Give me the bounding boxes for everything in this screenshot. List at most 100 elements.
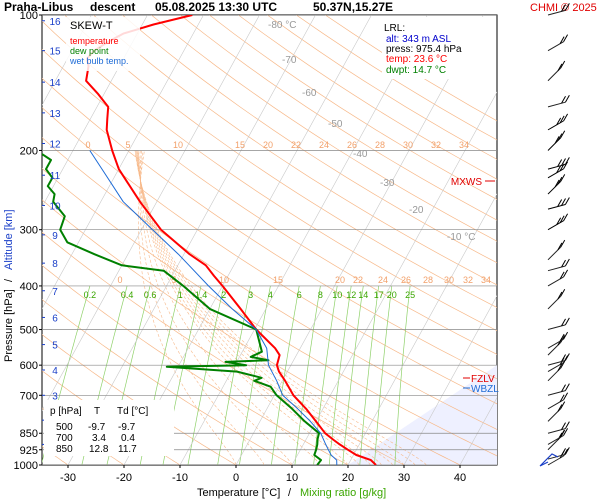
wind-barb	[547, 383, 570, 396]
wind-barb	[547, 288, 566, 310]
y-tick-label: 925	[20, 445, 38, 457]
mixing-ratio-label: 1.4	[195, 290, 208, 300]
wind-barb	[547, 60, 566, 82]
mixing-ratio-label: 6	[297, 290, 302, 300]
mixing-ratio-label: 0.2	[84, 290, 97, 300]
dry-adiabat	[151, 15, 497, 242]
wind-barb	[547, 34, 569, 52]
y-tick-label: 700	[20, 390, 38, 402]
moist-adiabat	[134, 150, 427, 465]
x-axis-label-mixing: Mixing ratio [g/kg]	[300, 487, 386, 499]
isotherm	[291, 91, 497, 465]
dry-adiabat	[42, 137, 497, 430]
y-tick-label: 400	[20, 281, 38, 293]
summary-table: p [hPa] T Td [°C] 500 -9.7 -9.7 700 3.4 …	[44, 400, 174, 456]
fzlv-marker: FZLV	[471, 374, 495, 385]
lrl-box: LRL: alt: 343 m ASL press: 975.4 hPa tem…	[382, 17, 490, 79]
isotherm	[67, 15, 316, 465]
mixing-ratio-label: 20	[387, 290, 397, 300]
moist-label-top: 0	[85, 140, 90, 150]
dry-adiabat	[93, 15, 497, 286]
isotherm	[42, 15, 148, 208]
y-axis-label-altitude: Altitude [km]	[3, 209, 15, 270]
dry-adiabat	[180, 15, 497, 221]
dry-adiabat	[122, 15, 497, 264]
mixing-ratio-label: 12	[346, 290, 356, 300]
altitude-tick-label: 16	[49, 17, 61, 28]
table-cell: -9.7	[118, 422, 136, 433]
header-datetime: 05.08.2025 13:30 UTC	[155, 0, 277, 14]
wind-barb	[547, 130, 566, 151]
moist-label-top: 10	[173, 140, 183, 150]
legend-temperature: temperature	[70, 36, 119, 46]
y-tick-label: 300	[20, 225, 38, 237]
lrl-temp: temp: 23.6 °C	[386, 54, 447, 65]
isotherm	[123, 15, 372, 465]
moist-label-top: 34	[459, 140, 469, 150]
table-cell: 700	[56, 433, 73, 444]
altitude-tick-label: 4	[52, 366, 58, 377]
dry-adiabat-label: -40	[353, 149, 368, 160]
wind-barb	[547, 258, 570, 272]
legend-box: SKEW-T temperature dew point wet bulb te…	[66, 17, 140, 71]
table-cell: -9.7	[88, 422, 106, 433]
table-header-p: p [hPa]	[50, 406, 82, 417]
table-cell: 12.8	[89, 444, 109, 455]
wind-barb	[547, 447, 570, 460]
altitude-tick-label: 8	[52, 259, 58, 270]
y-tick-label: 850	[20, 428, 38, 440]
altitude-tick-label: 15	[49, 47, 61, 58]
legend-title: SKEW-T	[70, 20, 113, 32]
table-cell: 0.4	[121, 433, 135, 444]
dry-adiabat	[64, 15, 497, 308]
dry-adiabat-label: -70	[282, 55, 297, 66]
moist-adiabat	[135, 150, 416, 465]
dry-adiabat-label: -60	[302, 88, 317, 99]
isotherm	[347, 193, 497, 465]
isotherm	[179, 15, 428, 465]
wind-barbs	[539, 3, 570, 467]
header-station: Praha-Libus	[4, 0, 74, 14]
moist-label-mid: 20	[335, 275, 345, 285]
wind-barb	[547, 331, 569, 349]
altitude-tick-label: 11	[50, 171, 61, 182]
wind-barb	[547, 157, 570, 170]
mixing-ratio-label: 3	[248, 290, 253, 300]
altitude-tick-label: 13	[49, 109, 61, 120]
moist-label-mid: 22	[353, 275, 363, 285]
altitude-tick-label: 10	[49, 201, 61, 212]
isotherm	[403, 295, 497, 465]
altitude-tick-label: 3	[52, 391, 58, 402]
mixing-ratio-label: 14	[358, 290, 368, 300]
wind-barb	[547, 421, 570, 434]
mixing-ratio-label: 1	[178, 290, 183, 300]
wind-barb	[547, 174, 566, 195]
moist-label-mid: 28	[423, 275, 433, 285]
moist-label-top: 32	[431, 140, 441, 150]
moist-label-top: 5	[125, 140, 130, 150]
table-cell: 850	[56, 444, 73, 455]
moist-adiabat	[139, 150, 321, 465]
series-dew-point-line	[42, 152, 322, 465]
dry-adiabat	[42, 107, 497, 405]
legend-dew-point: dew point	[70, 46, 109, 56]
moist-label-top: 20	[263, 140, 273, 150]
y-tick-label: 100	[20, 10, 38, 22]
mixing-ratio-label: 17	[374, 290, 384, 300]
mixing-ratio-label: 2	[221, 290, 226, 300]
y-axis-label-pressure: Pressure [hPa]	[3, 289, 15, 362]
x-tick-label: 30	[398, 472, 410, 484]
x-tick-label: 20	[342, 472, 354, 484]
mixing-ratio-label: 10	[332, 290, 342, 300]
y-tick-label: 200	[20, 145, 38, 157]
altitude-tick-label: 5	[52, 341, 58, 352]
x-axis-label-sep: /	[288, 487, 292, 499]
mixing-ratio-label: 4	[268, 290, 273, 300]
dry-adiabat-label: -50	[328, 119, 343, 130]
lrl-press: press: 975.4 hPa	[386, 44, 462, 55]
moist-label-mid: 24	[378, 275, 388, 285]
wind-barb	[547, 269, 569, 287]
dry-adiabat	[42, 77, 497, 380]
dry-adiabat-label: -30	[380, 178, 395, 189]
moist-label-top: 15	[235, 140, 245, 150]
